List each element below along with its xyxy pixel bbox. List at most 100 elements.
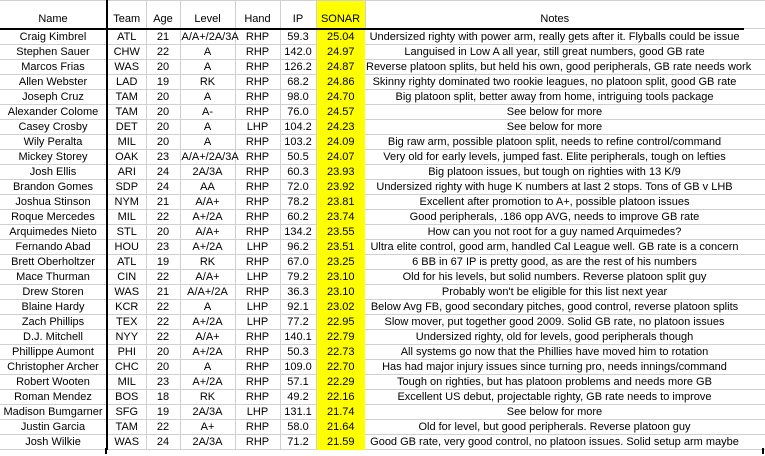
cell-hand[interactable]: RHP xyxy=(234,88,281,105)
cell-notes[interactable]: Good GB rate, very good control, no plat… xyxy=(365,433,745,450)
column-header-age[interactable]: Age xyxy=(145,0,181,30)
cell-ip[interactable]: 98.0 xyxy=(279,88,317,105)
cell-ip[interactable]: 92.1 xyxy=(279,298,317,315)
cell-age[interactable]: 24 xyxy=(145,178,181,195)
cell-level[interactable]: A xyxy=(179,118,236,135)
cell-sonar[interactable]: 21.64 xyxy=(315,418,366,435)
cell-sonar[interactable]: 22.70 xyxy=(315,358,366,375)
cell-hand[interactable]: LHP xyxy=(234,118,281,135)
cell-name[interactable]: Mickey Storey xyxy=(0,148,108,165)
cell-level[interactable]: A+/2A xyxy=(179,208,236,225)
cell-team[interactable]: ARI xyxy=(106,163,147,180)
cell-hand[interactable]: RHP xyxy=(234,253,281,270)
cell-age[interactable]: 24 xyxy=(145,163,181,180)
cell-sonar[interactable]: 24.07 xyxy=(315,148,366,165)
cell-name[interactable]: Marcos Frias xyxy=(0,58,108,75)
cell-ip[interactable]: 59.3 xyxy=(279,28,317,45)
cell-age[interactable]: 24 xyxy=(145,433,181,450)
cell-sonar[interactable]: 22.95 xyxy=(315,313,366,330)
cell-sonar[interactable]: 23.55 xyxy=(315,223,366,240)
column-header-hand[interactable]: Hand xyxy=(234,0,281,30)
cell-age[interactable]: 20 xyxy=(145,58,181,75)
cell-notes[interactable]: Undersized righty, old for levels, good … xyxy=(365,328,745,345)
cell-age[interactable]: 22 xyxy=(145,43,181,60)
empty-cell[interactable] xyxy=(744,103,765,120)
cell-level[interactable]: A xyxy=(179,358,236,375)
empty-cell[interactable] xyxy=(744,328,765,345)
cell-name[interactable]: Brandon Gomes xyxy=(0,178,108,195)
cell-hand[interactable]: LHP xyxy=(234,298,281,315)
cell-notes[interactable]: Undersized righty with huge K numbers at… xyxy=(365,178,745,195)
empty-cell[interactable] xyxy=(744,313,765,330)
cell-team[interactable]: MIL xyxy=(106,208,147,225)
cell-level[interactable]: A xyxy=(179,88,236,105)
cell-age[interactable]: 22 xyxy=(145,298,181,315)
cell-sonar[interactable]: 23.74 xyxy=(315,208,366,225)
cell-hand[interactable]: RHP xyxy=(234,148,281,165)
cell-level[interactable]: 2A/3A xyxy=(179,403,236,420)
empty-cell[interactable] xyxy=(744,433,765,450)
cell-team[interactable]: LAD xyxy=(106,73,147,90)
cell-hand[interactable]: LHP xyxy=(234,403,281,420)
cell-name[interactable]: Fernando Abad xyxy=(0,238,108,255)
cell-sonar[interactable]: 23.92 xyxy=(315,178,366,195)
cell-hand[interactable]: RHP xyxy=(234,223,281,240)
cell-age[interactable]: 19 xyxy=(145,73,181,90)
cell-level[interactable]: A+/2A xyxy=(179,373,236,390)
column-header-team[interactable]: Team xyxy=(106,0,147,30)
cell-age[interactable]: 22 xyxy=(145,328,181,345)
cell-team[interactable]: DET xyxy=(106,118,147,135)
cell-hand[interactable]: RHP xyxy=(234,343,281,360)
cell-sonar[interactable]: 23.02 xyxy=(315,298,366,315)
cell-sonar[interactable]: 24.09 xyxy=(315,133,366,150)
cell-age[interactable]: 23 xyxy=(145,148,181,165)
cell-hand[interactable]: RHP xyxy=(234,358,281,375)
cell-ip[interactable]: 140.1 xyxy=(279,328,317,345)
cell-notes[interactable]: See below for more xyxy=(365,403,745,420)
cell-notes[interactable]: How can you not root for a guy named Arq… xyxy=(365,223,745,240)
cell-level[interactable]: RK xyxy=(179,253,236,270)
column-header-notes[interactable]: Notes xyxy=(364,0,745,30)
cell-name[interactable]: Stephen Sauer xyxy=(0,43,108,60)
cell-ip[interactable]: 50.5 xyxy=(279,148,317,165)
empty-cell[interactable] xyxy=(744,358,765,375)
cell-ip[interactable]: 78.2 xyxy=(279,193,317,210)
empty-cell[interactable] xyxy=(744,388,765,405)
cell-team[interactable]: WAS xyxy=(106,433,147,450)
cell-team[interactable]: MIL xyxy=(106,373,147,390)
cell-sonar[interactable]: 22.16 xyxy=(315,388,366,405)
cell-name[interactable]: Roque Mercedes xyxy=(0,208,108,225)
cell-team[interactable]: CIN xyxy=(106,268,147,285)
cell-sonar[interactable]: 21.74 xyxy=(315,403,366,420)
cell-name[interactable]: Blaine Hardy xyxy=(0,298,108,315)
cell-sonar[interactable]: 23.81 xyxy=(315,193,366,210)
cell-name[interactable]: Brett Oberholtzer xyxy=(0,253,108,270)
cell-notes[interactable]: Big platoon split, better away from home… xyxy=(365,88,745,105)
cell-level[interactable]: A+/2A xyxy=(179,238,236,255)
cell-ip[interactable]: 72.0 xyxy=(279,178,317,195)
cell-ip[interactable]: 103.2 xyxy=(279,133,317,150)
cell-team[interactable]: CHW xyxy=(106,43,147,60)
cell-sonar[interactable]: 22.29 xyxy=(315,373,366,390)
cell-sonar[interactable]: 24.57 xyxy=(315,103,366,120)
cell-sonar[interactable]: 22.79 xyxy=(315,328,366,345)
cell-name[interactable]: Joseph Cruz xyxy=(0,88,108,105)
cell-notes[interactable]: 6 BB in 67 IP is pretty good, as are the… xyxy=(365,253,745,270)
cell-name[interactable]: Robert Wooten xyxy=(0,373,108,390)
cell-level[interactable]: A/A+ xyxy=(179,268,236,285)
cell-sonar[interactable]: 22.73 xyxy=(315,343,366,360)
cell-team[interactable]: TAM xyxy=(106,103,147,120)
cell-age[interactable]: 21 xyxy=(145,28,181,45)
empty-cell[interactable] xyxy=(744,223,765,240)
cell-team[interactable]: PHI xyxy=(106,343,147,360)
cell-level[interactable]: A+/2A xyxy=(179,343,236,360)
empty-cell[interactable] xyxy=(744,403,765,420)
cell-age[interactable]: 19 xyxy=(145,403,181,420)
cell-notes[interactable]: Old for level, but good peripherals. Rev… xyxy=(365,418,745,435)
cell-hand[interactable]: RHP xyxy=(234,28,281,45)
cell-team[interactable]: SDP xyxy=(106,178,147,195)
cell-name[interactable]: Joshua Stinson xyxy=(0,193,108,210)
cell-sonar[interactable]: 24.86 xyxy=(315,73,366,90)
cell-name[interactable]: Allen Webster xyxy=(0,73,108,90)
cell-hand[interactable]: RHP xyxy=(234,163,281,180)
